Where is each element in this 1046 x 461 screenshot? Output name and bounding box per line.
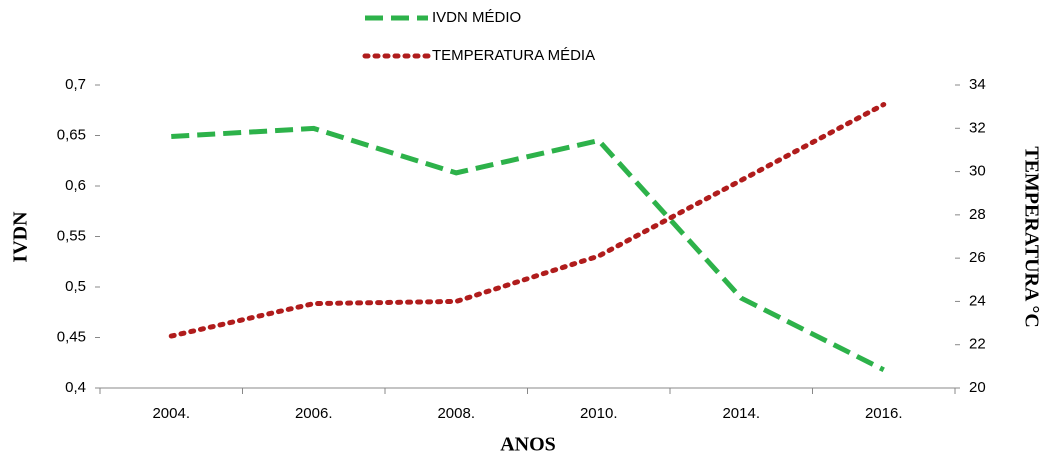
y2-tick-label: 30 xyxy=(969,163,986,180)
x-tick-label: 2016. xyxy=(865,405,903,422)
y2-tick-label: 20 xyxy=(969,379,986,396)
y2-tick-label: 34 xyxy=(969,76,986,93)
x-tick-label: 2014. xyxy=(722,405,760,422)
y2-tick-label: 32 xyxy=(969,119,986,136)
y2-axis-title: TEMPERATURA °C xyxy=(1020,146,1042,328)
legend-label: TEMPERATURA MÉDIA xyxy=(432,47,595,64)
y2-tick-label: 24 xyxy=(969,292,986,309)
y2-tick-label: 26 xyxy=(969,249,986,266)
y-tick-label: 0,65 xyxy=(57,126,86,143)
y-tick-label: 0,45 xyxy=(57,328,86,345)
y-tick-label: 0,4 xyxy=(65,379,86,396)
y2-tick-label: 28 xyxy=(969,206,986,223)
x-tick-label: 2006. xyxy=(295,405,333,422)
y-tick-label: 0,7 xyxy=(65,76,86,93)
y-axis-title: IVDN xyxy=(10,211,32,263)
x-tick-label: 2004. xyxy=(152,405,190,422)
y-tick-label: 0,55 xyxy=(57,227,86,244)
x-tick-label: 2010. xyxy=(580,405,618,422)
data-line xyxy=(168,101,887,339)
x-tick-label: 2008. xyxy=(437,405,475,422)
y2-tick-label: 22 xyxy=(969,336,986,353)
legend-label: IVDN MÉDIO xyxy=(432,9,521,26)
y-tick-label: 0,5 xyxy=(65,278,86,295)
x-axis-title: ANOS xyxy=(500,434,556,456)
y-tick-label: 0,6 xyxy=(65,177,86,194)
data-line xyxy=(171,125,885,373)
